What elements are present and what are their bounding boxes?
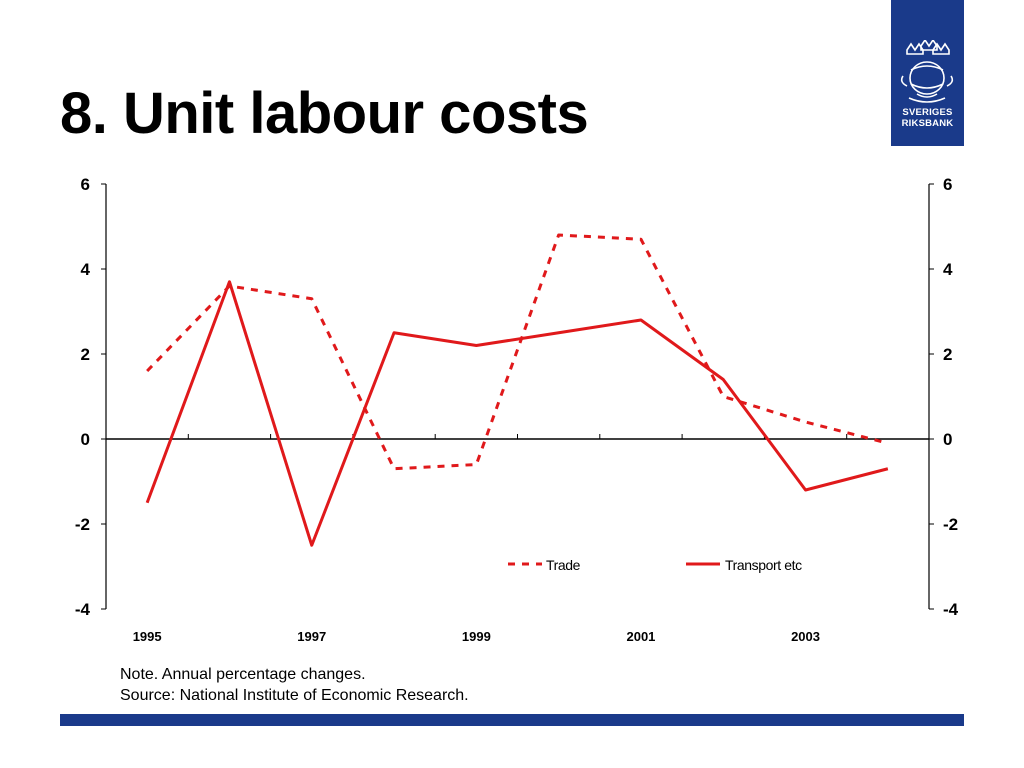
y-tick-label-left: 6: [81, 175, 90, 194]
y-tick-label-left: 4: [81, 260, 91, 279]
y-tick-label-right: -2: [943, 515, 958, 534]
y-tick-label-left: 2: [81, 345, 90, 364]
series-line-trade: [146, 233, 889, 471]
y-tick-label-left: -4: [75, 600, 91, 619]
x-tick-label: 1997: [297, 629, 326, 644]
crowned-coat-of-arms-icon: [900, 40, 954, 103]
x-tick-label: 2003: [791, 629, 820, 644]
y-tick-label-right: -4: [943, 600, 959, 619]
x-tick-label: 2001: [626, 629, 655, 644]
y-tick-label-right: 0: [943, 430, 952, 449]
chart-note: Note. Annual percentage changes. Source:…: [120, 664, 469, 706]
series-line-transport-etc: [145, 280, 889, 547]
x-tick-label: 1995: [133, 629, 162, 644]
logo-text-line2: RIKSBANK: [901, 118, 954, 129]
source-text: Source: National Institute of Economic R…: [120, 687, 469, 704]
y-tick-label-right: 2: [943, 345, 952, 364]
bottom-bar: [60, 714, 964, 726]
note-text: Note. Annual percentage changes.: [120, 666, 366, 683]
slide-title: 8. Unit labour costs: [60, 81, 589, 146]
y-tick-label-right: 6: [943, 175, 952, 194]
y-tick-label-left: 0: [81, 430, 90, 449]
y-tick-label-left: -2: [75, 515, 90, 534]
legend-label: Trade: [546, 557, 581, 573]
logo-text-line1: SVERIGES: [902, 107, 953, 118]
riksbank-logo: SVERIGES RIKSBANK: [891, 0, 964, 146]
x-tick-label: 1999: [462, 629, 491, 644]
y-tick-label-right: 4: [943, 260, 953, 279]
line-chart: -4 -4 -2 -2 0 0 2 2 4 4 6 6 1995 1997 1999 2001 2003 Trad…: [75, 175, 959, 644]
legend-label: Transport etc: [725, 557, 802, 573]
